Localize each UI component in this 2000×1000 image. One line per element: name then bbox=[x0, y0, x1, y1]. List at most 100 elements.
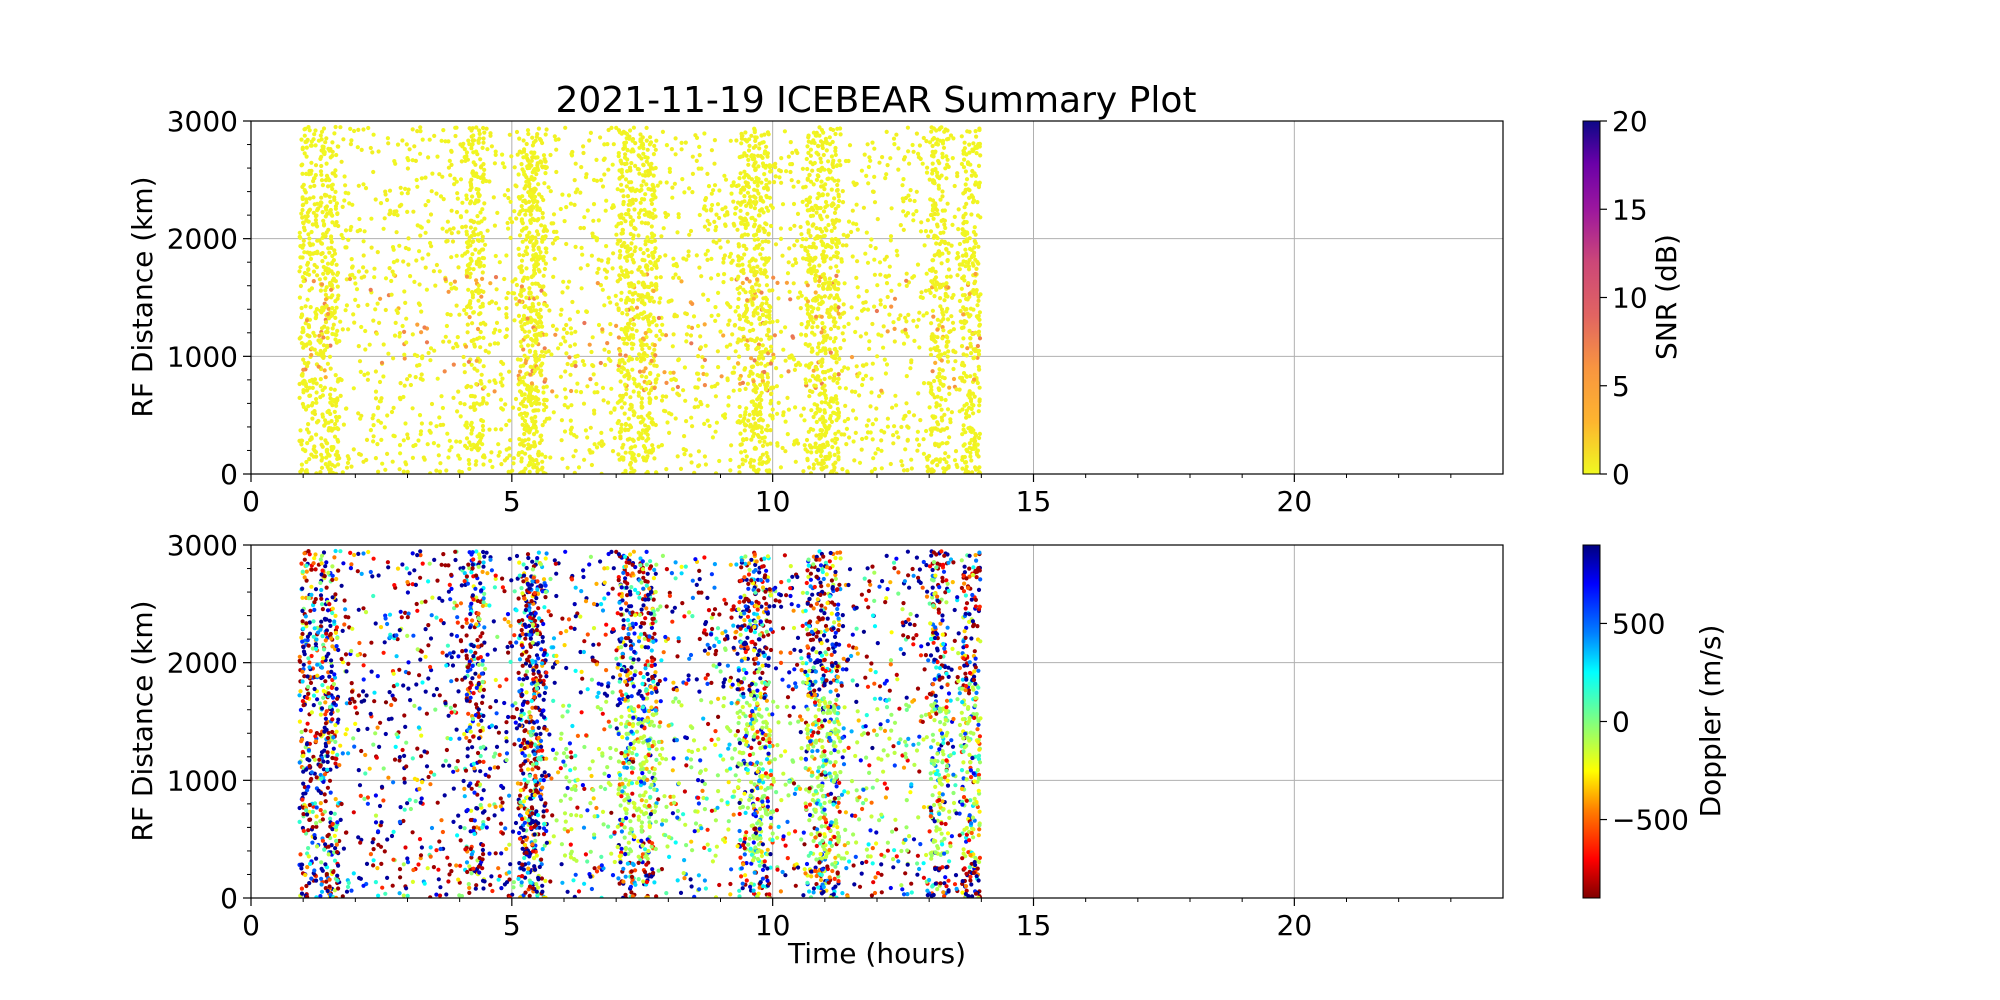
scatter-point bbox=[703, 252, 708, 257]
scatter-point bbox=[737, 404, 742, 410]
scatter-point bbox=[757, 439, 762, 444]
scatter-point bbox=[768, 348, 774, 354]
scatter-point bbox=[349, 257, 354, 262]
scatter-point bbox=[578, 266, 583, 271]
scatter-point bbox=[929, 334, 934, 339]
scatter-point bbox=[796, 179, 801, 184]
scatter-point bbox=[619, 243, 624, 249]
scatter-point bbox=[615, 241, 620, 246]
scatter-point bbox=[305, 250, 310, 255]
scatter-point bbox=[314, 213, 319, 218]
scatter-point bbox=[792, 243, 797, 248]
scatter-point bbox=[944, 247, 949, 252]
scatter-point bbox=[750, 285, 755, 290]
scatter-point bbox=[967, 129, 972, 134]
scatter-point bbox=[832, 372, 838, 377]
scatter-point bbox=[869, 237, 874, 242]
scatter-point bbox=[744, 246, 749, 252]
scatter-point bbox=[836, 204, 841, 209]
scatter-point bbox=[843, 386, 849, 391]
scatter-point bbox=[863, 251, 868, 256]
scatter-point bbox=[931, 154, 936, 159]
scatter-point bbox=[361, 253, 366, 258]
scatter-point bbox=[967, 142, 972, 147]
scatter-point bbox=[675, 230, 680, 235]
scatter-point bbox=[960, 432, 965, 437]
scatter-point bbox=[332, 387, 337, 392]
scatter-point bbox=[903, 447, 908, 452]
scatter-point bbox=[323, 140, 328, 145]
scatter-point bbox=[529, 175, 534, 180]
scatter-point bbox=[440, 174, 445, 179]
scatter-point bbox=[761, 312, 766, 318]
scatter-point bbox=[710, 435, 716, 440]
scatter-point bbox=[740, 380, 746, 385]
scatter-point bbox=[476, 232, 481, 237]
scatter-point bbox=[351, 312, 356, 317]
scatter-point bbox=[618, 348, 623, 354]
scatter-point bbox=[305, 210, 310, 215]
scatter-point bbox=[758, 412, 763, 417]
scatter-point bbox=[885, 163, 890, 168]
scatter-point bbox=[616, 128, 622, 133]
scatter-point bbox=[525, 251, 530, 257]
scatter-point bbox=[636, 382, 642, 387]
scatter-point bbox=[833, 206, 838, 211]
scatter-point bbox=[752, 246, 757, 251]
scatter-point bbox=[474, 459, 479, 464]
scatter-point bbox=[935, 137, 940, 142]
scatter-point bbox=[515, 357, 521, 362]
scatter-point bbox=[379, 360, 385, 365]
scatter-point bbox=[615, 279, 620, 284]
scatter-point bbox=[461, 354, 466, 360]
scatter-point bbox=[930, 143, 935, 149]
scatter-point bbox=[894, 430, 899, 435]
scatter-point bbox=[906, 149, 911, 154]
scatter-point bbox=[651, 255, 656, 260]
scatter-point bbox=[730, 332, 735, 337]
scatter-point bbox=[825, 214, 830, 219]
scatter-point bbox=[714, 420, 720, 425]
scatter-point bbox=[437, 469, 443, 474]
scatter-point bbox=[764, 222, 769, 227]
scatter-point bbox=[314, 400, 319, 405]
scatter-point bbox=[517, 406, 522, 412]
scatter-point bbox=[957, 267, 962, 272]
scatter-point bbox=[457, 312, 462, 317]
scatter-point bbox=[653, 422, 658, 428]
scatter-point bbox=[538, 314, 544, 319]
scatter-point bbox=[534, 429, 539, 434]
scatter-point bbox=[614, 232, 619, 237]
scatter-point bbox=[460, 225, 465, 230]
scatter-point bbox=[826, 456, 831, 461]
scatter-point bbox=[642, 207, 647, 212]
scatter-point bbox=[311, 279, 316, 284]
scatter-point bbox=[800, 199, 805, 204]
scatter-point bbox=[879, 466, 884, 471]
scatter-point bbox=[960, 378, 965, 383]
scatter-point bbox=[810, 168, 815, 173]
scatter-point bbox=[970, 168, 975, 174]
scatter-point bbox=[875, 447, 881, 452]
scatter-point bbox=[820, 143, 825, 148]
scatter-point bbox=[385, 136, 390, 141]
scatter-point bbox=[476, 192, 481, 197]
scatter-point bbox=[533, 355, 538, 360]
scatter-point bbox=[535, 132, 540, 137]
scatter-point bbox=[528, 187, 533, 192]
scatter-point bbox=[765, 454, 770, 459]
scatter-point bbox=[900, 183, 905, 188]
scatter-point bbox=[832, 225, 837, 230]
scatter-point bbox=[536, 311, 541, 317]
scatter-point bbox=[799, 322, 804, 327]
scatter-point bbox=[301, 221, 306, 226]
scatter-point bbox=[833, 152, 838, 157]
scatter-point bbox=[731, 221, 736, 226]
scatter-point bbox=[437, 172, 442, 177]
scatter-point bbox=[814, 449, 819, 455]
scatter-point bbox=[952, 214, 957, 219]
scatter-point bbox=[835, 401, 840, 406]
scatter-point bbox=[454, 341, 459, 346]
scatter-point bbox=[464, 436, 470, 441]
scatter-point bbox=[909, 358, 914, 363]
